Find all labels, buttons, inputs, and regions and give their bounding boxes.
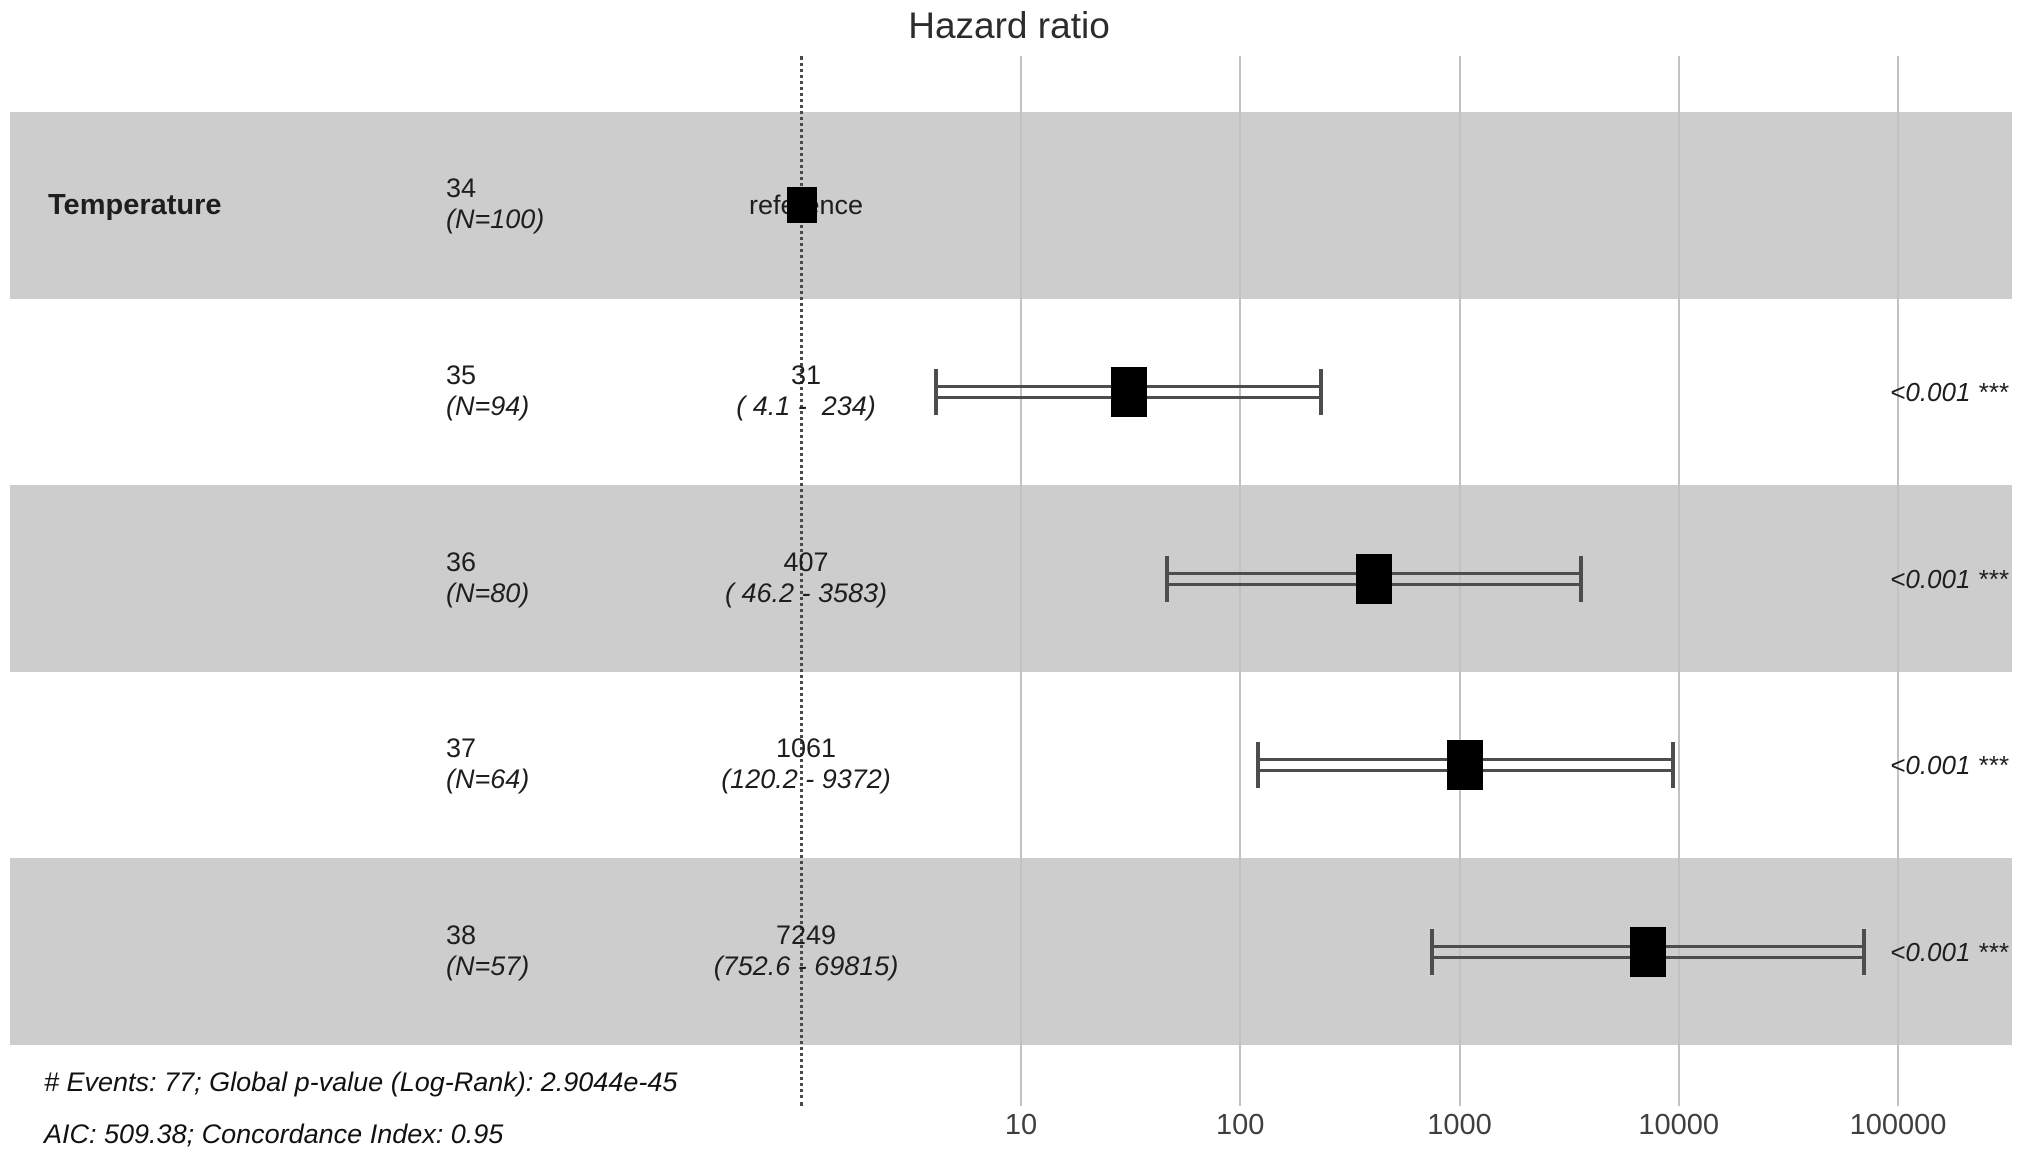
estimate-block: 31( 4.1 - 234) (736, 360, 876, 422)
hazard-ratio-marker (1630, 926, 1667, 977)
ci-whisker-cap-left (1164, 555, 1169, 602)
n-label: (N=100) (446, 204, 545, 235)
hazard-ratio-marker (1110, 366, 1147, 417)
n-label: (N=94) (446, 390, 530, 421)
estimate-value: 7249 (775, 919, 837, 950)
n-label: (N=80) (446, 577, 530, 608)
level-label: 36 (446, 546, 477, 577)
n-label: (N=57) (446, 950, 530, 981)
estimate-block: 407( 46.2 - 3583) (725, 547, 887, 609)
level-label: 35 (446, 359, 477, 390)
estimate-value: 407 (783, 546, 829, 577)
x-gridline (1458, 56, 1461, 1106)
level-block: 36 (N=80) (446, 547, 529, 609)
level-label: 34 (446, 173, 477, 204)
x-gridline (1239, 56, 1242, 1106)
ci-whisker-cap-left (1430, 928, 1435, 975)
estimate-block: 1061 (120.2 - 9372) (721, 733, 891, 795)
ci-whisker-cap-right (1579, 555, 1584, 602)
hazard-ratio-marker (1355, 553, 1392, 604)
footnote-line-1: # Events: 77; Global p-value (Log-Rank):… (44, 1067, 678, 1097)
level-label: 38 (446, 919, 477, 950)
row-band (10, 485, 2012, 672)
confidence-interval-label: (120.2 - 9372) (721, 764, 891, 795)
level-label: 37 (446, 733, 477, 764)
x-tick-label: 100 (1216, 1109, 1265, 1141)
n-label: (N=64) (446, 764, 530, 795)
p-value-label: <0.001 *** (1890, 936, 2008, 967)
hazard-ratio-marker (786, 187, 817, 224)
ci-whisker-cap-right (1319, 368, 1324, 415)
ci-whisker-cap-left (934, 368, 939, 415)
footnote-line-2: AIC: 509.38; Concordance Index: 0.95 (44, 1119, 504, 1149)
confidence-interval-label: (752.6 - 69815) (713, 950, 899, 981)
x-tick-label: 100000 (1849, 1109, 1947, 1141)
reference-line (800, 56, 804, 1106)
p-value-label: <0.001 *** (1890, 376, 2008, 407)
x-tick-label: 10 (1004, 1109, 1038, 1141)
ci-whisker-cap-left (1255, 742, 1260, 789)
ci-whisker-cap-right (1861, 928, 1866, 975)
x-tick-label: 10000 (1638, 1109, 1720, 1141)
level-block: 35 (N=94) (446, 360, 529, 422)
footnote: # Events: 77; Global p-value (Log-Rank):… (44, 1066, 677, 1151)
confidence-interval-label: ( 46.2 - 3583) (724, 577, 888, 608)
estimate-value: 1061 (775, 733, 837, 764)
estimate-value: 31 (790, 359, 822, 390)
level-block: 34 (N=100) (446, 173, 544, 235)
x-gridline (1897, 56, 1899, 1106)
level-block: 37 (N=64) (446, 733, 529, 795)
estimate-block: 7249 (752.6 - 69815) (714, 920, 899, 982)
row-band (10, 112, 2012, 299)
hazard-ratio-marker (1447, 740, 1484, 791)
x-gridline (1020, 56, 1022, 1106)
ci-whisker-cap-right (1670, 742, 1675, 789)
p-value-label: <0.001 *** (1890, 750, 2008, 781)
chart-title: Hazard ratio (908, 5, 1110, 46)
x-tick-label: 1000 (1427, 1109, 1492, 1141)
confidence-interval-label: ( 4.1 - 234) (736, 390, 876, 421)
variable-label: Temperature (48, 189, 222, 222)
x-gridline (1677, 56, 1680, 1106)
p-value-label: <0.001 *** (1890, 563, 2008, 594)
level-block: 38 (N=57) (446, 920, 529, 982)
